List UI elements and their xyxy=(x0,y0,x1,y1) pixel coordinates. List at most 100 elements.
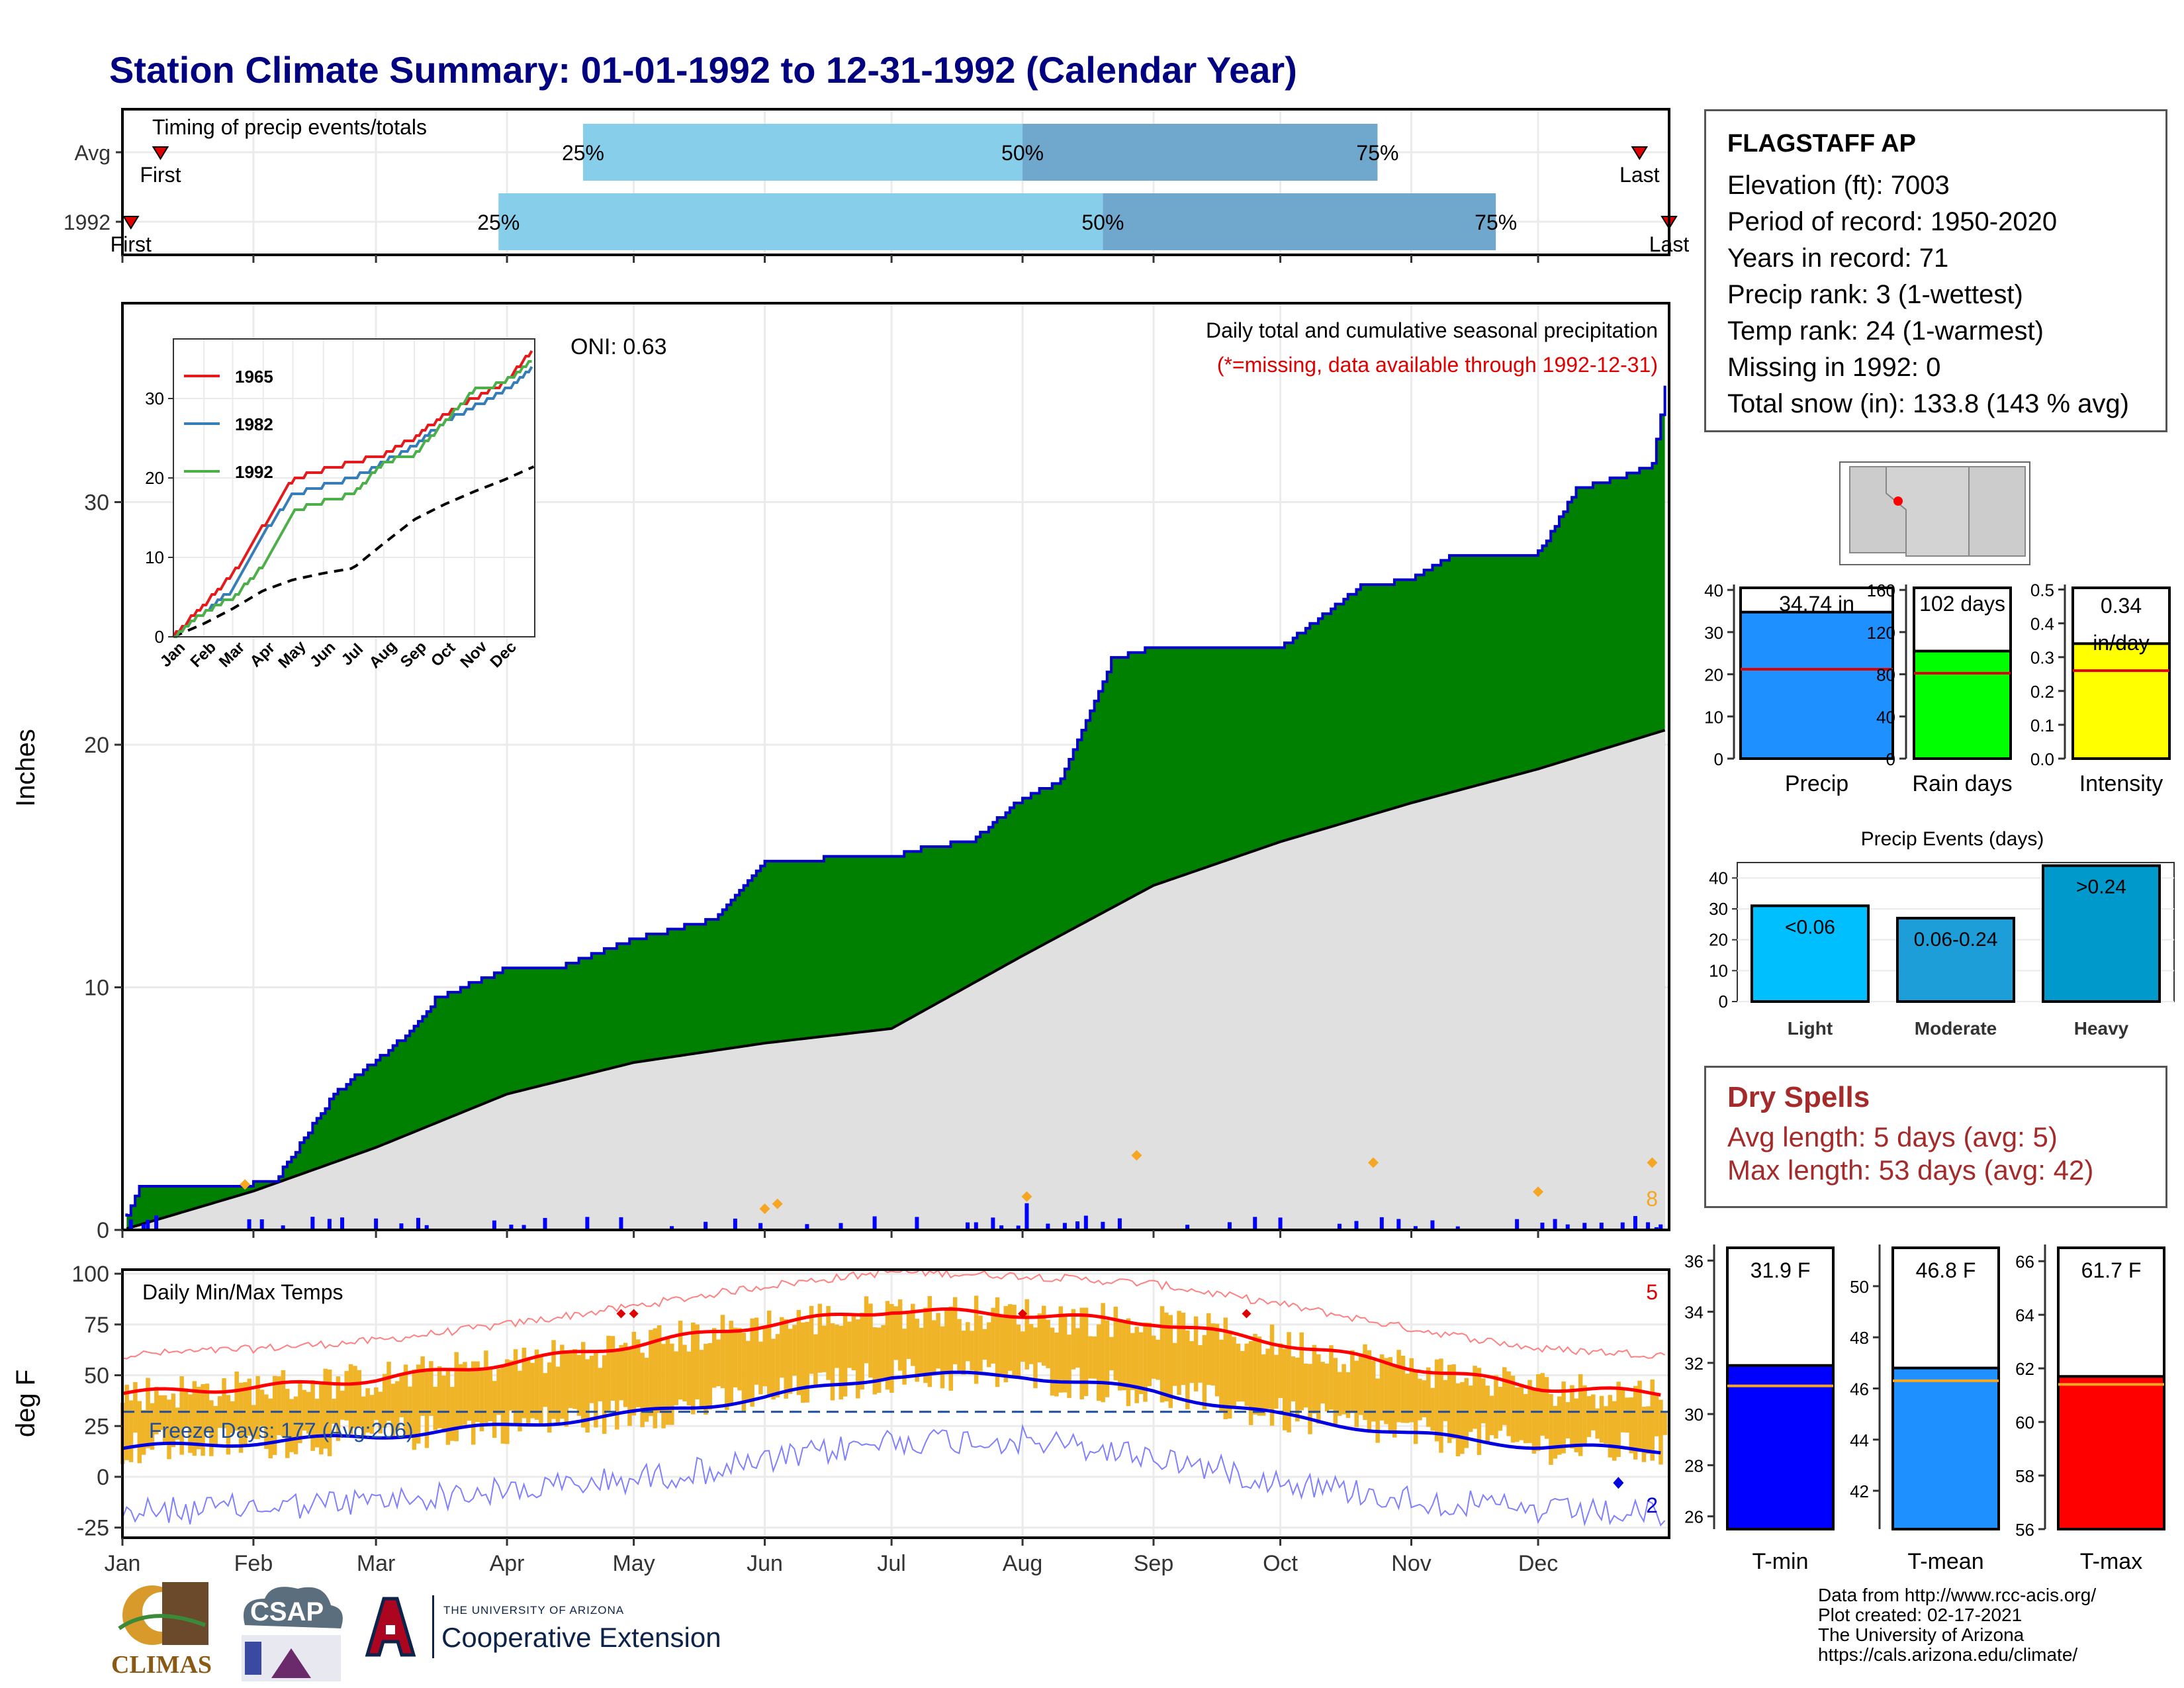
daily-temp-bar xyxy=(424,1368,430,1448)
timing-first-label: First xyxy=(111,232,152,256)
daily-precip-bar xyxy=(1278,1217,1283,1230)
daily-precip-record-marker xyxy=(1533,1186,1544,1197)
daily-precip-bar xyxy=(1062,1223,1067,1230)
daily-temp-bar xyxy=(1109,1336,1114,1371)
daily-temp-bar xyxy=(1257,1336,1262,1416)
mini-bar-value xyxy=(1891,1366,2000,1530)
precip-ytick-label: 0 xyxy=(97,1218,109,1243)
daily-temp-bar xyxy=(1498,1386,1503,1431)
daily-temp-bar xyxy=(1130,1333,1135,1390)
daily-temp-bar xyxy=(1003,1306,1009,1383)
daily-precip-record-marker xyxy=(240,1179,251,1190)
daily-temp-bar xyxy=(298,1383,302,1444)
daily-temp-bar xyxy=(1396,1350,1401,1423)
inset-ytick-label: 20 xyxy=(145,468,164,488)
daily-temp-bar xyxy=(720,1315,725,1389)
daily-temp-bar xyxy=(1375,1378,1380,1443)
mini-ytick-label: 56 xyxy=(2015,1520,2034,1540)
daily-temp-bar xyxy=(750,1318,754,1407)
daily-temp-bar xyxy=(1443,1380,1448,1421)
record-high-line xyxy=(122,1268,1666,1360)
daily-temp-bar xyxy=(1418,1378,1422,1421)
daily-temp-bar xyxy=(842,1314,848,1397)
daily-temp-bar xyxy=(1574,1398,1579,1452)
daily-temp-bar xyxy=(589,1356,594,1403)
daily-temp-bar xyxy=(416,1364,421,1444)
daily-temp-bar xyxy=(226,1395,231,1455)
daily-temp-bar xyxy=(1527,1380,1532,1443)
temp-month-label: Dec xyxy=(1518,1551,1558,1576)
daily-temp-bar xyxy=(1608,1395,1613,1458)
daily-temp-bar xyxy=(1345,1372,1351,1419)
daily-temp-bar xyxy=(302,1389,307,1431)
mini-ytick-label: 48 xyxy=(1850,1328,1869,1348)
daily-temp-bar xyxy=(1409,1358,1414,1423)
daily-temp-bar xyxy=(1037,1313,1042,1363)
climas-logo: CLIMAS xyxy=(106,1579,218,1685)
daily-temp-bar xyxy=(272,1376,277,1455)
mini-bar-category: Intensity xyxy=(2079,771,2163,796)
daily-temp-bar xyxy=(944,1309,949,1374)
avg-max-line xyxy=(122,1307,1661,1397)
daily-temp-bar xyxy=(154,1387,159,1434)
daily-temp-bar xyxy=(619,1344,623,1401)
daily-temp-bar xyxy=(319,1382,324,1455)
daily-temp-bar xyxy=(966,1322,970,1362)
daily-temp-bar xyxy=(1236,1343,1241,1402)
daily-temp-bar xyxy=(911,1303,915,1366)
daily-temp-bar xyxy=(1582,1385,1587,1447)
temp-month-label: Apr xyxy=(490,1551,525,1576)
mini-ytick-label: 44 xyxy=(1850,1430,1869,1450)
daily-temp-bar xyxy=(1168,1315,1173,1409)
precip-events-ytick-label: 10 xyxy=(1709,961,1728,980)
daily-temp-bar xyxy=(948,1306,954,1391)
daily-temp-bar xyxy=(762,1325,768,1387)
daily-temp-bar xyxy=(1021,1331,1025,1362)
daily-temp-bar xyxy=(293,1396,298,1454)
record-high-marker xyxy=(616,1309,626,1319)
timing-row-label: Avg xyxy=(74,141,111,165)
daily-precip-bar xyxy=(327,1219,332,1230)
daily-temp-bar xyxy=(1050,1327,1055,1396)
temp-month-label: Sep xyxy=(1134,1551,1174,1576)
daily-precip-bar xyxy=(1075,1221,1080,1230)
daily-temp-bar xyxy=(555,1366,561,1426)
intensity-chart: 0.0 0.1 0.2 0.3 0.4 0.5 0.34 in/day Intensity xyxy=(2030,581,2171,796)
mini-ytick-label: 28 xyxy=(1684,1456,1704,1476)
daily-temp-bar xyxy=(631,1331,637,1416)
daily-temp-bar xyxy=(458,1364,463,1429)
precip-events-category: Heavy xyxy=(2074,1018,2129,1039)
inset-series-line xyxy=(173,360,532,638)
daily-precip-bar xyxy=(247,1219,251,1230)
daily-precip-bar xyxy=(1396,1219,1401,1230)
mini-bar-category: Rain days xyxy=(1912,771,2012,796)
precip-panel-border xyxy=(121,302,1670,1231)
daily-temp-bar xyxy=(610,1336,615,1401)
precip-panel: 0102030JanFebMarAprMayJunJulAugSepOctNov… xyxy=(11,302,1670,1243)
daily-temp-bar xyxy=(1248,1340,1253,1425)
daily-temp-bar xyxy=(1172,1342,1177,1386)
daily-precip-bar xyxy=(1654,1227,1659,1230)
daily-temp-bar xyxy=(1350,1350,1355,1413)
mini-ytick-label: 40 xyxy=(1876,707,1895,727)
daily-temp-bar xyxy=(547,1362,552,1433)
daily-temp-bar xyxy=(653,1328,658,1429)
daily-temp-bar xyxy=(623,1342,628,1407)
daily-precip-bar xyxy=(141,1223,146,1230)
daily-precip-bar xyxy=(872,1216,877,1230)
daily-temp-bar xyxy=(1553,1405,1558,1459)
daily-temp-bar xyxy=(796,1309,801,1395)
daily-temp-bar xyxy=(809,1305,814,1374)
daily-temp-bar xyxy=(492,1381,497,1438)
precip-events-bar-label: <0.06 xyxy=(1785,916,1835,938)
daily-temp-bar xyxy=(906,1313,911,1359)
daily-temp-bar xyxy=(1202,1335,1207,1410)
daily-temp-bar xyxy=(496,1368,501,1415)
station-location-dot xyxy=(1893,496,1903,506)
footer-data-source: Data from http://www.rcc-acis.org/ xyxy=(1818,1585,2097,1605)
daily-temp-bar xyxy=(835,1324,839,1368)
daily-temp-bar xyxy=(251,1405,256,1439)
daily-precip-bar xyxy=(670,1226,674,1230)
daily-temp-bar xyxy=(259,1389,265,1427)
daily-temp-bar xyxy=(1439,1358,1443,1453)
